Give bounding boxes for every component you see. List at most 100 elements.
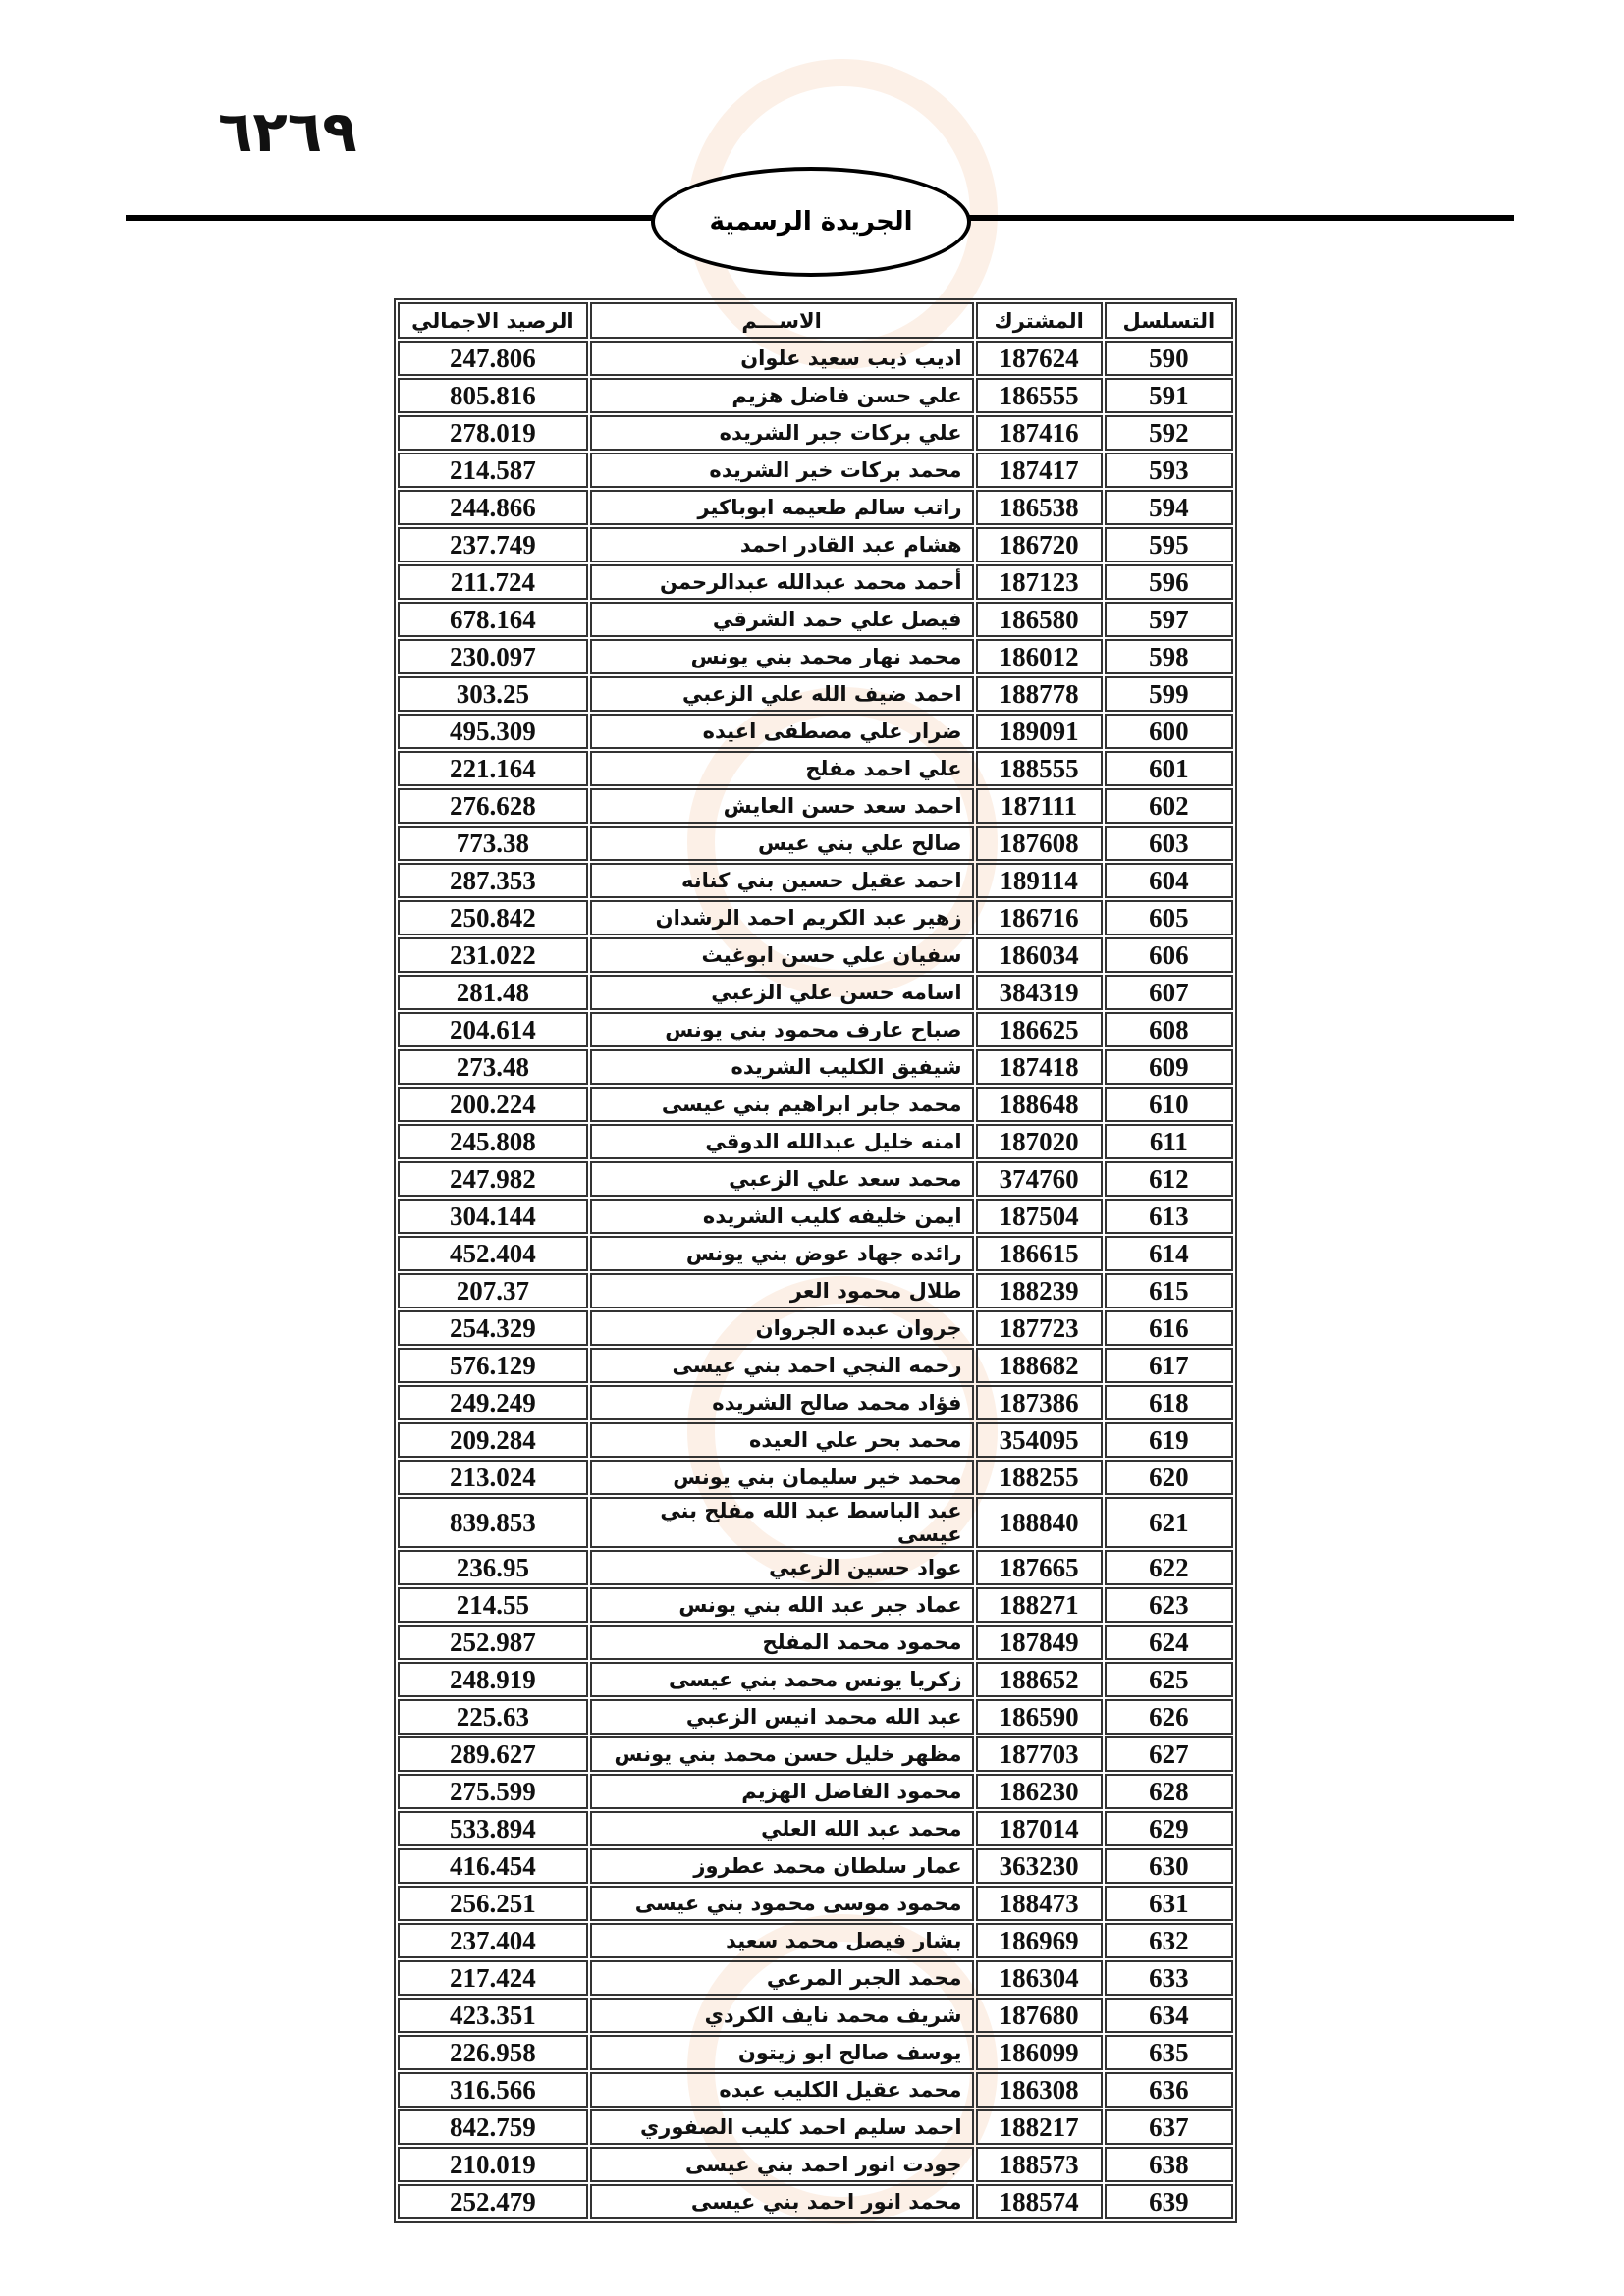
cell-seq: 614	[1104, 1236, 1233, 1271]
cell-name: محمد سعد علي الزعبي	[589, 1161, 974, 1197]
cell-subscriber: 187123	[975, 564, 1103, 600]
cell-seq: 594	[1104, 490, 1233, 525]
table-row: 637 188217 احمد سليم احمد كليب الصفوري 842.…	[398, 2109, 1233, 2145]
cell-seq: 618	[1104, 1385, 1233, 1420]
cell-seq: 601	[1104, 751, 1233, 786]
cell-subscriber: 187418	[975, 1049, 1103, 1085]
cell-name: طلال محمود العر	[589, 1273, 974, 1308]
cell-subscriber: 186580	[975, 602, 1103, 637]
table-row: 590 187624 اديب ذيب سعيد علوان 247.806	[398, 341, 1233, 376]
table-row: 601 188555 علي احمد مفلح 221.164	[398, 751, 1233, 786]
table-row: 628 186230 محمود الفاضل الهزيم 275.599	[398, 1774, 1233, 1809]
cell-balance: 207.37	[398, 1273, 588, 1308]
table-row: 598 186012 محمد نهار محمد بني يونس 230.097	[398, 639, 1233, 674]
cell-seq: 598	[1104, 639, 1233, 674]
cell-seq: 632	[1104, 1923, 1233, 1958]
table-row: 612 374760 محمد سعد علي الزعبي 247.982	[398, 1161, 1233, 1197]
cell-balance: 236.95	[398, 1550, 588, 1585]
cell-balance: 839.853	[398, 1497, 588, 1548]
cell-balance: 237.749	[398, 527, 588, 562]
cell-name: محمود محمد المفلح	[589, 1625, 974, 1660]
table-row: 597 186580 فيصل علي حمد الشرقي 678.164	[398, 602, 1233, 637]
cell-name: محمد نهار محمد بني يونس	[589, 639, 974, 674]
cell-subscriber: 188555	[975, 751, 1103, 786]
cell-balance: 842.759	[398, 2109, 588, 2145]
cell-name: محمد عقيل الكليب عبده	[589, 2072, 974, 2108]
cell-balance: 225.63	[398, 1699, 588, 1735]
cell-name: صالح علي بني عيس	[589, 826, 974, 861]
table-row: 599 188778 احمد ضيف الله علي الزعبي 303.25	[398, 676, 1233, 712]
cell-subscriber: 188682	[975, 1348, 1103, 1383]
cell-balance: 805.816	[398, 378, 588, 413]
cell-seq: 595	[1104, 527, 1233, 562]
cell-name: سفيان علي حسن ابوغيث	[589, 937, 974, 973]
cell-name: اسامه حسن علي الزعبي	[589, 975, 974, 1010]
cell-balance: 256.251	[398, 1886, 588, 1921]
cell-seq: 612	[1104, 1161, 1233, 1197]
cell-subscriber: 187417	[975, 453, 1103, 488]
cell-subscriber: 186012	[975, 639, 1103, 674]
cell-balance: 217.424	[398, 1960, 588, 1996]
cell-seq: 624	[1104, 1625, 1233, 1660]
table-row: 615 188239 طلال محمود العر 207.37	[398, 1273, 1233, 1308]
cell-subscriber: 188255	[975, 1460, 1103, 1495]
cell-seq: 617	[1104, 1348, 1233, 1383]
cell-balance: 303.25	[398, 676, 588, 712]
cell-subscriber: 189091	[975, 714, 1103, 749]
cell-subscriber: 187680	[975, 1998, 1103, 2033]
cell-name: عمار سلطان محمد عطروز	[589, 1848, 974, 1884]
cell-seq: 625	[1104, 1662, 1233, 1697]
cell-balance: 247.982	[398, 1161, 588, 1197]
table-row: 591 186555 علي حسن فاضل هزيم 805.816	[398, 378, 1233, 413]
cell-balance: 495.309	[398, 714, 588, 749]
cell-seq: 630	[1104, 1848, 1233, 1884]
table-header-row: التسلسل المشترك الاســـم الرصيد الاجمالي	[398, 302, 1233, 339]
table-row: 617 188682 رحمه النجي احمد بني عيسى 576.129	[398, 1348, 1233, 1383]
cell-balance: 249.249	[398, 1385, 588, 1420]
cell-name: محمد بحر علي العيده	[589, 1422, 974, 1458]
cell-subscriber: 187703	[975, 1736, 1103, 1772]
cell-balance: 230.097	[398, 639, 588, 674]
cell-name: مظهر خليل حسن محمد بني يونس	[589, 1736, 974, 1772]
cell-subscriber: 187020	[975, 1124, 1103, 1159]
cell-subscriber: 186590	[975, 1699, 1103, 1735]
table-row: 613 187504 ايمن خليفه كليب الشريده 304.144	[398, 1199, 1233, 1234]
table-row: 633 186304 محمد الجبر المرعي 217.424	[398, 1960, 1233, 1996]
table-row: 639 188574 محمد انور احمد بني عيسى 252.479	[398, 2184, 1233, 2219]
cell-subscriber: 186720	[975, 527, 1103, 562]
cell-subscriber: 187416	[975, 415, 1103, 451]
cell-balance: 275.599	[398, 1774, 588, 1809]
cell-name: محمد خير سليمان بني يونس	[589, 1460, 974, 1495]
cell-seq: 623	[1104, 1587, 1233, 1623]
table-row: 630 363230 عمار سلطان محمد عطروز 416.454	[398, 1848, 1233, 1884]
cell-balance: 226.958	[398, 2035, 588, 2070]
cell-seq: 591	[1104, 378, 1233, 413]
table-row: 608 186625 صباح عارف محمود بني يونس 204.614	[398, 1012, 1233, 1047]
cell-seq: 599	[1104, 676, 1233, 712]
cell-name: عبد الباسط عبد الله مفلح بني عيسى	[589, 1497, 974, 1548]
cell-subscriber: 187723	[975, 1310, 1103, 1346]
cell-name: محمد عبد الله العلي	[589, 1811, 974, 1846]
cell-name: اديب ذيب سعيد علوان	[589, 341, 974, 376]
table-row: 623 188271 عماد جبر عبد الله بني يونس 214.5…	[398, 1587, 1233, 1623]
cell-name: احمد عقيل حسين بني كنانه	[589, 863, 974, 898]
table-row: 629 187014 محمد عبد الله العلي 533.894	[398, 1811, 1233, 1846]
cell-subscriber: 188271	[975, 1587, 1103, 1623]
cell-balance: 773.38	[398, 826, 588, 861]
cell-name: جروان عبده الجروان	[589, 1310, 974, 1346]
cell-name: ضرار علي مصطفى اعيده	[589, 714, 974, 749]
table-row: 624 187849 محمود محمد المفلح 252.987	[398, 1625, 1233, 1660]
cell-subscriber: 187014	[975, 1811, 1103, 1846]
cell-name: يوسف صالح ابو زيتون	[589, 2035, 974, 2070]
cell-subscriber: 188778	[975, 676, 1103, 712]
cell-seq: 609	[1104, 1049, 1233, 1085]
cell-subscriber: 186625	[975, 1012, 1103, 1047]
cell-balance: 214.587	[398, 453, 588, 488]
cell-seq: 605	[1104, 900, 1233, 935]
cell-seq: 615	[1104, 1273, 1233, 1308]
cell-balance: 204.614	[398, 1012, 588, 1047]
cell-name: محمد بركات خير الشريده	[589, 453, 974, 488]
table-row: 609 187418 شيفيق الكليب الشريده 273.48	[398, 1049, 1233, 1085]
table-row: 619 354095 محمد بحر علي العيده 209.284	[398, 1422, 1233, 1458]
cell-subscriber: 186615	[975, 1236, 1103, 1271]
